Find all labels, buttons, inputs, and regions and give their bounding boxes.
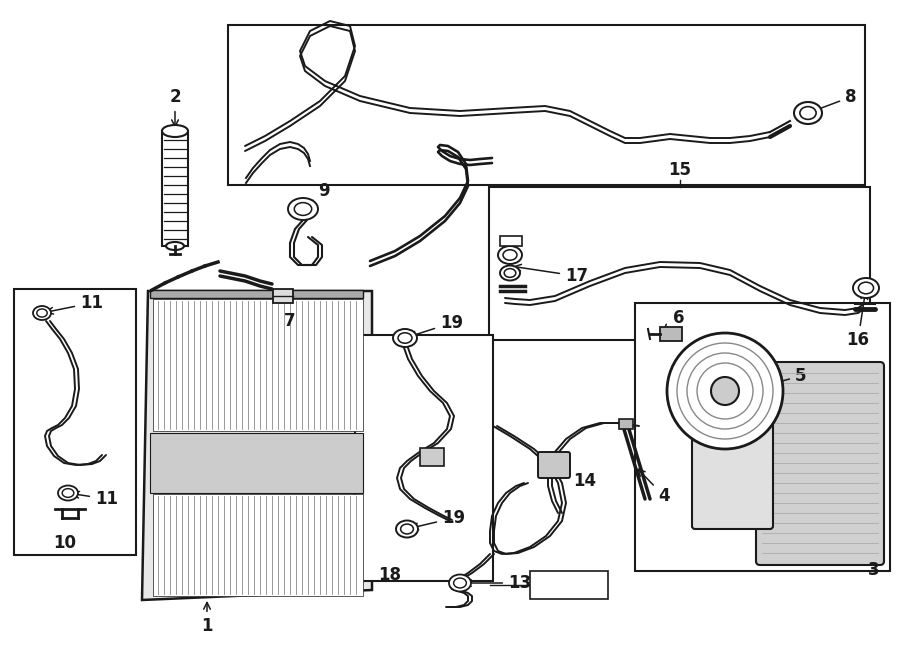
FancyBboxPatch shape: [538, 452, 570, 478]
Text: 4: 4: [638, 469, 670, 505]
Text: 6: 6: [663, 309, 685, 331]
Ellipse shape: [504, 268, 516, 278]
Bar: [420, 448, 444, 466]
Ellipse shape: [800, 106, 816, 120]
Text: 1: 1: [202, 602, 212, 635]
Bar: [150, 433, 363, 493]
Text: 14: 14: [558, 467, 596, 490]
Text: 2: 2: [169, 88, 181, 126]
Ellipse shape: [454, 578, 466, 588]
Ellipse shape: [166, 242, 184, 250]
Ellipse shape: [500, 266, 520, 280]
Text: 3: 3: [868, 561, 879, 579]
Bar: [619, 419, 633, 429]
Circle shape: [711, 377, 739, 405]
Text: 11: 11: [72, 490, 118, 508]
FancyBboxPatch shape: [692, 358, 773, 529]
Text: 11: 11: [47, 294, 103, 314]
Ellipse shape: [503, 250, 517, 260]
Text: 17: 17: [515, 264, 588, 285]
Ellipse shape: [288, 198, 318, 220]
Bar: [228, 25, 865, 185]
Text: 19: 19: [411, 509, 465, 529]
Text: 9: 9: [306, 182, 329, 206]
Ellipse shape: [853, 278, 879, 298]
Text: 5: 5: [750, 367, 806, 391]
Ellipse shape: [33, 306, 51, 320]
Bar: [500, 236, 522, 246]
Ellipse shape: [62, 488, 74, 497]
Polygon shape: [142, 291, 372, 600]
Bar: [150, 290, 363, 298]
Bar: [635, 303, 890, 571]
Text: 19: 19: [410, 314, 464, 338]
Bar: [660, 327, 682, 341]
Text: 8: 8: [812, 88, 857, 112]
Bar: [355, 335, 493, 581]
Ellipse shape: [396, 520, 418, 537]
Bar: [153, 299, 363, 431]
Ellipse shape: [859, 282, 874, 293]
Text: 18: 18: [379, 566, 401, 584]
Ellipse shape: [449, 574, 471, 592]
Ellipse shape: [498, 246, 522, 264]
Ellipse shape: [400, 524, 413, 534]
Text: 7: 7: [284, 312, 296, 330]
FancyBboxPatch shape: [756, 362, 884, 565]
Ellipse shape: [162, 125, 188, 137]
Bar: [162, 131, 188, 246]
Bar: [273, 289, 293, 303]
Ellipse shape: [393, 329, 417, 347]
Ellipse shape: [794, 102, 822, 124]
Text: 12: 12: [558, 578, 580, 592]
Text: 15: 15: [669, 161, 691, 179]
Ellipse shape: [37, 309, 47, 317]
Ellipse shape: [294, 203, 311, 215]
Bar: [530, 571, 608, 599]
Circle shape: [667, 333, 783, 449]
Bar: [489, 187, 870, 340]
Ellipse shape: [398, 332, 412, 343]
Bar: [14, 289, 136, 555]
Bar: [153, 494, 363, 596]
Text: 10: 10: [53, 534, 76, 552]
Text: 16: 16: [847, 292, 869, 349]
Text: 13: 13: [464, 574, 531, 592]
Ellipse shape: [58, 485, 78, 500]
